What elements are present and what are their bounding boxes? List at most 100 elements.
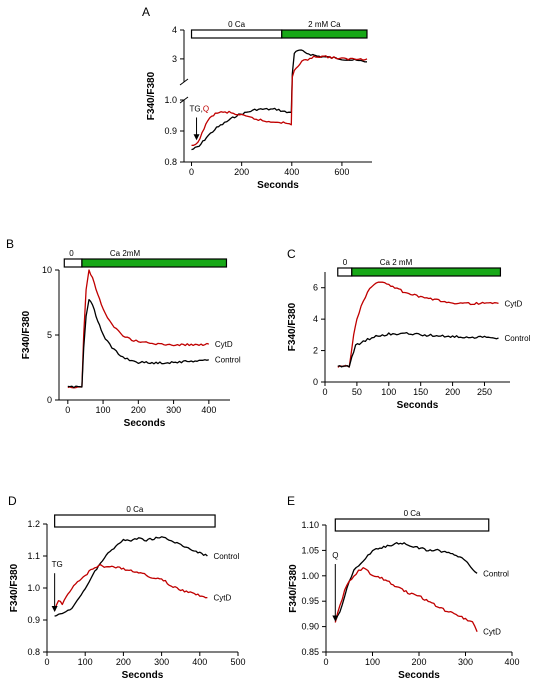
panel-c: C 0 50 100 150 200 250 Seconds 0 2 4 6 F340/F380 0 Ca …	[287, 247, 531, 411]
annotation-part: Q	[203, 104, 209, 113]
y-tick-label: 0	[313, 377, 318, 387]
axes	[43, 523, 239, 656]
axes	[321, 272, 510, 386]
y-axis-title: F340/F380	[146, 71, 157, 120]
series-line	[191, 55, 368, 147]
x-tick-label: 250	[477, 387, 492, 397]
x-tick-label: 150	[413, 387, 428, 397]
series-line	[334, 567, 478, 632]
y-tick-label: 0.8	[27, 647, 40, 657]
annotation-label: Q	[332, 551, 338, 560]
x-tick-label: 100	[365, 657, 380, 667]
axes	[322, 524, 513, 656]
condition-bar-label: 0 Ca	[228, 20, 245, 29]
annotation-part: ,	[201, 104, 203, 113]
y-tick-label: 1.00	[301, 571, 319, 581]
series-line	[53, 564, 208, 612]
x-axis-title: Seconds	[122, 670, 164, 681]
series-line	[67, 298, 209, 389]
y-tick-label: 0.8	[164, 157, 177, 167]
y-tick-label: 0.9	[164, 126, 177, 136]
condition-bar-label: 0	[343, 258, 348, 267]
y-axis-title: F340/F380	[9, 563, 20, 612]
y-tick-label: 1.1	[27, 551, 40, 561]
x-tick-label: 0	[323, 657, 328, 667]
condition-bar	[351, 267, 502, 277]
annotation-label: TG,Q	[190, 104, 210, 113]
y-tick-label: 1.0	[27, 583, 40, 593]
condition-bar-label: Ca 2mM	[110, 249, 141, 258]
condition-bar-label: 2 mM Ca	[308, 20, 341, 29]
y-tick-label: 0.85	[301, 647, 319, 657]
series-line	[337, 281, 499, 368]
series-label: CytD	[483, 628, 501, 637]
x-tick-label: 300	[166, 405, 181, 415]
arrow-head-icon	[332, 615, 339, 622]
x-tick-label: 400	[201, 405, 216, 415]
y-tick-label: 4	[313, 314, 318, 324]
x-tick-label: 500	[230, 657, 245, 667]
panel-a: A 0 200 400 600 Seconds 3 4 0.8 0.9 1.0 F340/F380 0 …	[142, 5, 372, 191]
y-tick-label: 2	[313, 346, 318, 356]
panel-e: E 0 100 200 300 400 Seconds 0.85 0.90 0.95 1.00 1.0…	[287, 494, 520, 681]
x-axis-title: Seconds	[398, 670, 440, 681]
series-label: Control	[213, 552, 239, 561]
series-line	[54, 536, 208, 617]
y-tick-label: 0.95	[301, 596, 319, 606]
series-line	[334, 542, 478, 622]
y-tick-label: 6	[313, 283, 318, 293]
y-axis-title: F340/F380	[288, 564, 299, 613]
condition-bar	[54, 514, 216, 528]
panel-b: B 0 100 200 300 400 Seconds 0 5 10 F340/F380 0 Ca 2m…	[6, 237, 241, 429]
x-tick-label: 0	[322, 387, 327, 397]
panel-letter: B	[6, 237, 14, 251]
series-label: CytD	[505, 299, 523, 308]
condition-bar-label: 0 Ca	[126, 505, 143, 514]
panel-letter: A	[142, 5, 150, 19]
series-label: CytD	[215, 340, 233, 349]
x-tick-label: 100	[96, 405, 111, 415]
panel-letter: E	[287, 494, 295, 508]
condition-bar	[190, 29, 283, 39]
y-axis-title: F340/F380	[21, 310, 32, 359]
series-line	[67, 269, 209, 389]
y-tick-label: 1.0	[164, 95, 177, 105]
x-tick-label: 200	[411, 657, 426, 667]
x-tick-label: 600	[334, 167, 349, 177]
axis-break-mark	[179, 78, 189, 86]
series-line	[191, 49, 368, 151]
y-tick-label: 1.2	[27, 519, 40, 529]
x-tick-label: 200	[116, 657, 131, 667]
axes	[179, 29, 372, 166]
x-tick-label: 100	[381, 387, 396, 397]
y-tick-label: 1.05	[301, 545, 319, 555]
arrow-head-icon	[51, 606, 58, 612]
y-tick-label: 4	[172, 25, 177, 35]
condition-bar	[337, 267, 353, 277]
panel-letter: D	[8, 494, 17, 508]
annotation-label: TG	[52, 560, 63, 569]
arrow-head-icon	[193, 134, 200, 141]
y-tick-label: 5	[47, 330, 52, 340]
condition-bar	[63, 258, 83, 268]
x-tick-label: 300	[154, 657, 169, 667]
x-tick-label: 400	[504, 657, 519, 667]
x-tick-label: 200	[131, 405, 146, 415]
condition-bar-label: Ca 2 mM	[380, 258, 413, 267]
series-label: Control	[215, 356, 241, 365]
x-tick-label: 50	[352, 387, 362, 397]
x-tick-label: 0	[65, 405, 70, 415]
series-label: CytD	[213, 594, 231, 603]
x-tick-label: 0	[44, 657, 49, 667]
x-tick-label: 300	[458, 657, 473, 667]
x-tick-label: 200	[445, 387, 460, 397]
y-axis-title: F340/F380	[287, 302, 298, 351]
x-axis-title: Seconds	[257, 180, 299, 191]
y-tick-label: 0	[47, 395, 52, 405]
condition-bar-label: 0 Ca	[404, 509, 421, 518]
annotation-part: TG	[190, 104, 201, 113]
panel-d: D 0 100 200 300 400 500 Seconds 0.8 0.9 1.0 1.1 1.2 F…	[8, 494, 246, 681]
panel-letter: C	[287, 247, 296, 261]
condition-bar	[334, 518, 490, 532]
